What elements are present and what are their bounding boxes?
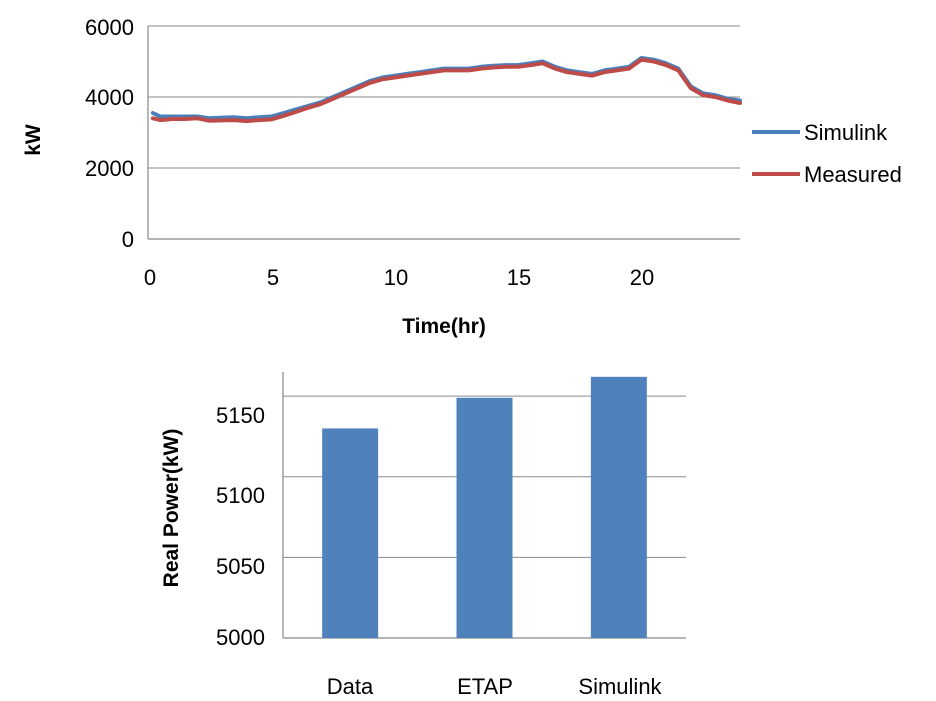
line-x-tick-label: 15 xyxy=(507,265,531,290)
line-x-tick-label: 10 xyxy=(384,265,408,290)
bar-y-tick-label: 5150 xyxy=(216,403,265,428)
line-x-axis-title: Time(hr) xyxy=(402,315,486,338)
bar-chart: 5150 5100 5050 5000 Data ETAP Simulink R… xyxy=(160,372,686,699)
bar-simulink xyxy=(590,376,647,638)
bar-category-label: Simulink xyxy=(578,674,662,699)
bar-etap xyxy=(456,397,513,638)
line-chart: 6000 4000 2000 0 0 5 10 15 20 kW Time(hr… xyxy=(22,15,902,338)
line-y-tick-label: 6000 xyxy=(85,15,134,40)
legend-label-measured: Measured xyxy=(804,162,902,187)
legend-label-simulink: Simulink xyxy=(804,120,888,145)
line-chart-gridlines xyxy=(148,25,740,169)
line-chart-series xyxy=(150,56,742,124)
line-y-axis-title: kW xyxy=(22,124,45,156)
line-x-tick-label: 20 xyxy=(630,265,654,290)
bar-data xyxy=(322,428,379,638)
bar-chart-bars xyxy=(322,376,647,638)
line-chart-legend: Simulink Measured xyxy=(752,120,902,187)
line-x-tick-label: 0 xyxy=(144,265,156,290)
line-y-tick-label: 4000 xyxy=(85,85,134,110)
bar-y-axis-title: Real Power(kW) xyxy=(160,429,183,588)
bar-category-label: ETAP xyxy=(457,674,513,699)
line-y-tick-label: 0 xyxy=(122,227,134,252)
series-line-simulink xyxy=(150,56,742,121)
bar-category-label: Data xyxy=(327,674,374,699)
line-y-tick-label: 2000 xyxy=(85,156,134,181)
bar-y-tick-label: 5000 xyxy=(216,625,265,650)
bar-y-tick-label: 5100 xyxy=(216,483,265,508)
line-x-tick-label: 5 xyxy=(267,265,279,290)
series-line-measured xyxy=(150,57,742,124)
bar-y-tick-label: 5050 xyxy=(216,554,265,579)
